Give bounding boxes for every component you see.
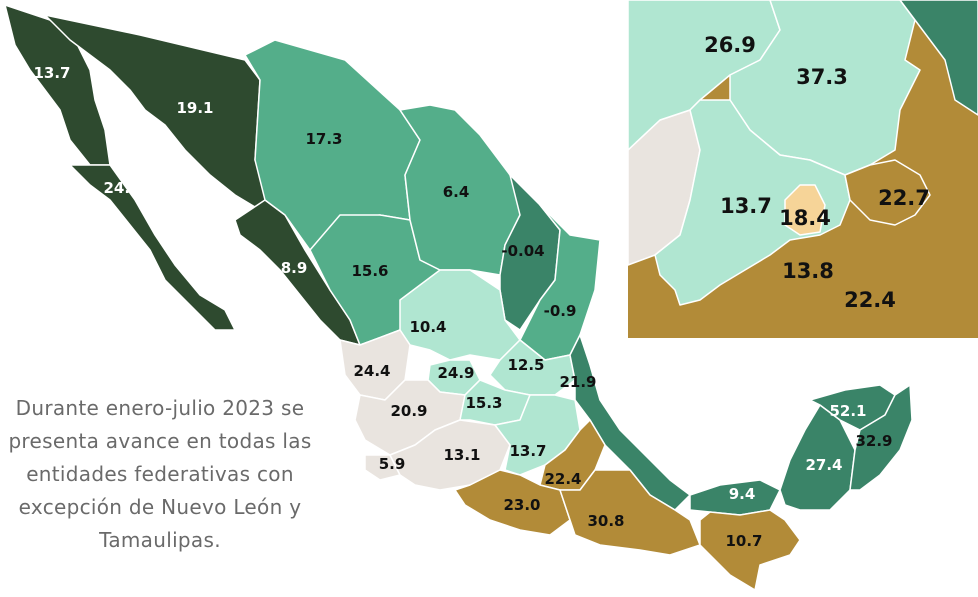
label-ver: 21.9 — [559, 373, 596, 391]
inset-label-qro: 26.9 — [704, 33, 756, 57]
inset-label-mor: 13.8 — [782, 259, 834, 283]
label-sin: 8.9 — [281, 259, 308, 277]
inset-region-cdmx — [784, 184, 826, 236]
region-colima — [364, 454, 401, 481]
label-chih: 17.3 — [305, 130, 342, 148]
caption-line: Durante enero-julio 2023 se — [15, 396, 305, 420]
inset-label-tlax: 22.7 — [878, 186, 930, 210]
label-bcs: 24.4 — [103, 179, 140, 197]
inset-label-pue: 22.4 — [844, 288, 896, 312]
inset-label-cdmx: 18.4 — [779, 206, 831, 230]
label-jal: 20.9 — [390, 402, 427, 420]
label-mich: 13.1 — [443, 446, 480, 464]
label-camp: 27.4 — [805, 456, 842, 474]
label-tamps: -0.9 — [544, 302, 577, 320]
label-slp: 12.5 — [507, 356, 544, 374]
region-san-luis-potosi — [489, 339, 576, 396]
inset-region-teal — [899, 0, 978, 116]
label-yuc: 52.1 — [829, 402, 866, 420]
label-bc: 13.7 — [33, 64, 70, 82]
label-oax: 30.8 — [587, 512, 624, 530]
inset-label-hgo: 37.3 — [796, 65, 848, 89]
region-chiapas — [699, 509, 801, 591]
label-qroo: 32.9 — [855, 432, 892, 450]
inset-map — [627, 0, 978, 338]
caption-line: Tamaulipas. — [99, 528, 221, 552]
label-son: 19.1 — [176, 99, 213, 117]
label-coah: 6.4 — [443, 183, 470, 201]
label-centro: 13.7 — [509, 442, 546, 460]
region-quintana-roo — [849, 384, 913, 491]
label-zac: 10.4 — [409, 318, 446, 336]
region-michoacan — [389, 419, 511, 491]
label-chis: 10.7 — [725, 532, 762, 550]
inset-region-tlaxcala — [844, 159, 931, 226]
inset-label-mex: 13.7 — [720, 194, 772, 218]
label-nay: 24.4 — [353, 362, 390, 380]
label-gto: 15.3 — [465, 394, 502, 412]
caption-line: entidades federativas con — [26, 462, 294, 486]
label-dgo: 15.6 — [351, 262, 388, 280]
region-sonora — [44, 14, 276, 211]
caption-line: excepción de Nuevo León y — [18, 495, 302, 519]
caption-text: Durante enero-julio 2023 se presenta ava… — [0, 392, 340, 557]
region-veracruz — [569, 334, 691, 511]
caption-line: presenta avance en todas las — [8, 429, 312, 453]
label-pue: 22.4 — [544, 470, 581, 488]
inset-region-mexico — [654, 99, 851, 306]
region-baja-california-sur — [69, 164, 236, 331]
region-oaxaca — [559, 469, 701, 556]
label-tab: 9.4 — [729, 485, 756, 503]
label-col: 5.9 — [379, 455, 406, 473]
label-ags: 24.9 — [437, 364, 474, 382]
label-nl: -0.04 — [501, 242, 544, 260]
label-gro: 23.0 — [503, 496, 540, 514]
